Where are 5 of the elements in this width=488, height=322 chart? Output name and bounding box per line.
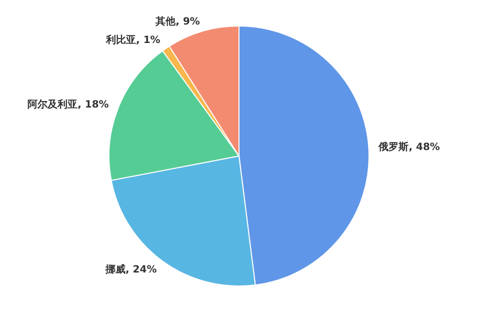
slice-label: 俄罗斯, 48% bbox=[378, 141, 440, 154]
slice-label: 其他, 9% bbox=[154, 16, 200, 28]
slice-label: 阿尔及利亚, 18% bbox=[28, 98, 109, 110]
slice-label: 挪威, 24% bbox=[104, 263, 157, 276]
slice-label: 利比亚, 1% bbox=[105, 34, 160, 46]
